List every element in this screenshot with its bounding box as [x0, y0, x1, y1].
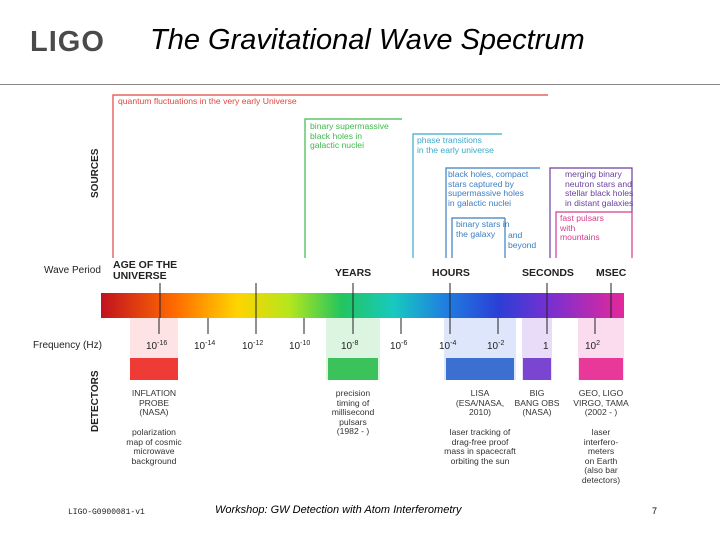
freq-label: 10-14: [194, 340, 216, 352]
detector-bbo-name: BIG BANG OBS (NASA): [514, 388, 560, 417]
detector-box-ground: [579, 358, 623, 380]
freq-label: 10-12: [242, 340, 264, 352]
freq-label: 10-6: [390, 340, 408, 352]
source-binary-stars: binary stars in the galaxy: [456, 219, 510, 239]
freq-label: 10-4: [439, 340, 457, 352]
detector-inflation-method: polarization map of cosmic microwave bac…: [126, 427, 182, 466]
detector-box-pulsar: [328, 358, 378, 380]
period-age-of-universe: AGE OF THE UNIVERSE: [113, 259, 178, 282]
header-divider: [0, 84, 720, 85]
bracket-quantum-fluctuations: [112, 94, 548, 258]
freq-label: 10-8: [341, 340, 359, 352]
detector-lisa-method: laser tracking of drag-free proof mass i…: [444, 427, 516, 466]
period-years: YEARS: [335, 267, 372, 279]
source-supermassive-bh: binary supermassive black holes in galac…: [310, 121, 389, 150]
spectrum-bar: [101, 293, 624, 318]
document-id: LIGO-G0900081-v1: [68, 508, 145, 517]
workshop-title: Workshop: GW Detection with Atom Interfe…: [215, 504, 462, 516]
ligo-logo: LIGO: [30, 26, 105, 58]
source-quantum-fluctuations: quantum fluctuations in the very early U…: [118, 96, 297, 106]
detector-box-lisa: [446, 358, 514, 380]
bracket-merging-binaries: [549, 167, 633, 258]
detector-box-inflation: [130, 358, 178, 380]
bracket-binary-stars: [451, 217, 505, 258]
detector-lisa-name: LISA (ESA/NASA, 2010): [455, 388, 505, 417]
source-fast-pulsars: fast pulsars with mountains: [560, 213, 604, 242]
detector-box-bbo: [523, 358, 551, 380]
freq-label: 102: [585, 340, 601, 352]
detector-ground-name: GEO, LIGO VIRGO, TAMA (2002 - ): [573, 388, 629, 417]
source-merging-binaries: merging binary neutron stars and stellar…: [565, 169, 634, 208]
freq-label: 1: [543, 341, 549, 352]
wave-period-label: Wave Period: [44, 265, 101, 276]
bracket-phase-transitions: [412, 133, 502, 258]
page-title: The Gravitational Wave Spectrum: [150, 24, 585, 56]
source-emri: black holes, compact stars captured by s…: [448, 169, 529, 208]
detector-pulsar-name: precision timing of millisecond pulsars …: [331, 388, 375, 436]
freq-label: 10-16: [146, 340, 168, 352]
detectors-label: DETECTORS: [90, 370, 101, 433]
source-and-beyond: and beyond: [508, 230, 537, 250]
period-msec: MSEC: [596, 267, 627, 279]
detector-inflation-name: INFLATION PROBE (NASA): [131, 388, 177, 417]
page-number: 7: [652, 506, 658, 516]
detector-ground-method: laser interfero- meters on Earth (also b…: [581, 427, 621, 485]
bracket-emri: [445, 167, 540, 258]
bracket-supermassive-bh: [304, 118, 402, 258]
bracket-fast-pulsars: [555, 211, 633, 258]
freq-label: 10-2: [487, 340, 505, 352]
period-hours: HOURS: [432, 267, 470, 279]
freq-label: 10-10: [289, 340, 311, 352]
sources-label: SOURCES: [90, 148, 101, 198]
source-phase-transitions: phase transitions in the early universe: [417, 135, 494, 155]
period-seconds: SECONDS: [522, 267, 574, 279]
frequency-label: Frequency (Hz): [33, 340, 102, 351]
